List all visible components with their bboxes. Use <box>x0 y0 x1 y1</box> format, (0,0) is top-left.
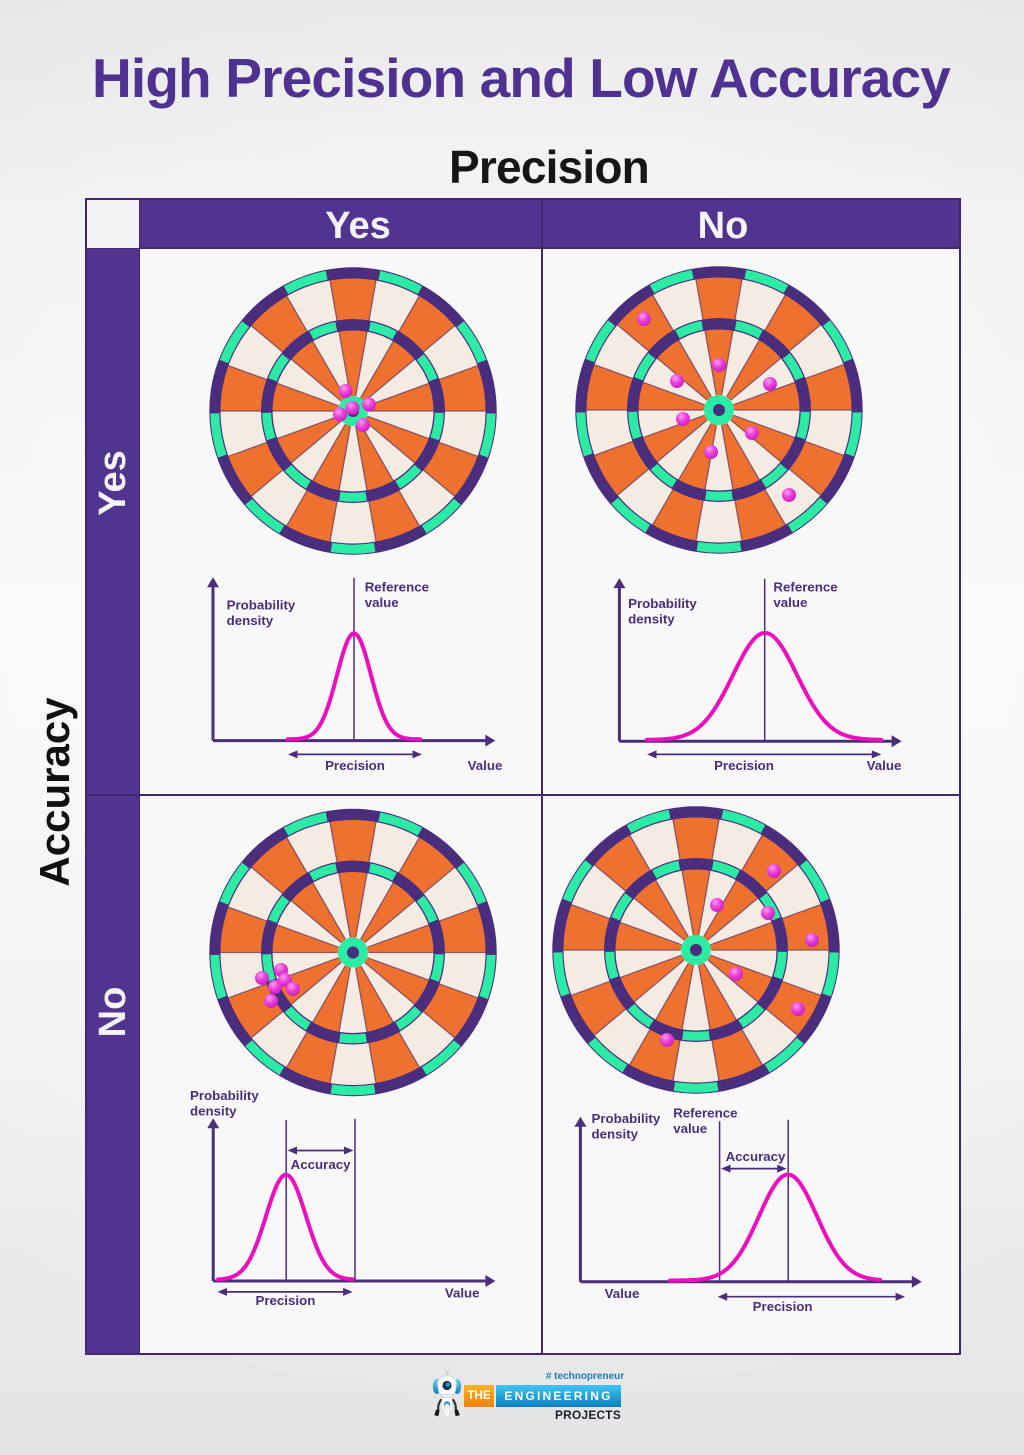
svg-text:Probability: Probability <box>227 597 296 612</box>
svg-text:Reference: Reference <box>365 579 429 594</box>
svg-text:Value: Value <box>605 1286 640 1301</box>
svg-text:Reference: Reference <box>673 1105 737 1120</box>
svg-text:Reference: Reference <box>773 579 837 594</box>
svg-text:Value: Value <box>445 1286 480 1301</box>
svg-text:density: density <box>190 1104 237 1119</box>
svg-text:Value: Value <box>867 758 902 773</box>
svg-text:Precision: Precision <box>325 758 385 773</box>
svg-text:Probability: Probability <box>592 1111 661 1126</box>
svg-text:density: density <box>227 613 274 628</box>
svg-text:Accuracy: Accuracy <box>726 1149 786 1164</box>
svg-text:Value: Value <box>468 758 503 773</box>
svg-text:density: density <box>628 612 675 627</box>
svg-text:Accuracy: Accuracy <box>291 1157 351 1172</box>
svg-text:density: density <box>592 1127 639 1142</box>
svg-text:Precision: Precision <box>255 1293 315 1308</box>
svg-text:value: value <box>673 1121 707 1136</box>
svg-text:value: value <box>773 595 807 610</box>
svg-text:Probability: Probability <box>190 1088 259 1103</box>
svg-text:Precision: Precision <box>714 758 774 773</box>
svg-text:Precision: Precision <box>753 1299 813 1314</box>
svg-text:value: value <box>365 595 399 610</box>
svg-text:Probability: Probability <box>628 596 697 611</box>
